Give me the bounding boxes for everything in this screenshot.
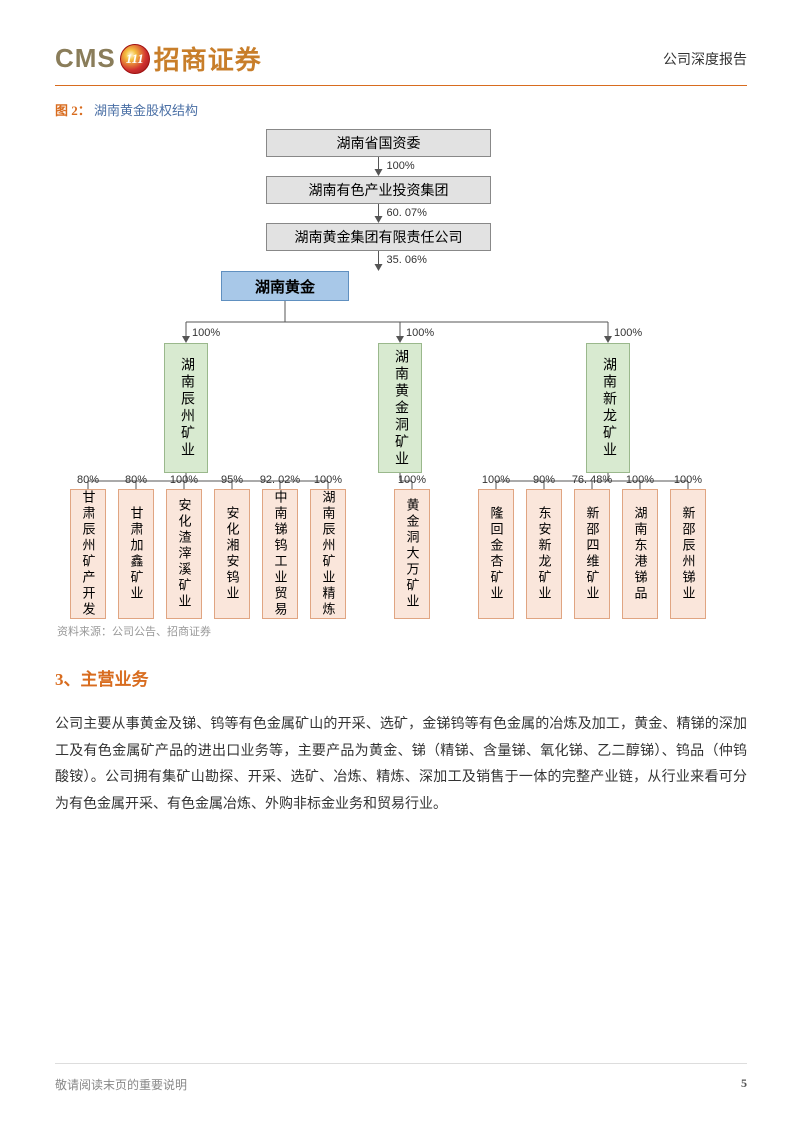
chart-node: 新邵辰州锑业 — [670, 489, 706, 619]
chart-node: 甘肃加鑫矿业 — [118, 489, 154, 619]
chart-pct-label: 100% — [398, 474, 426, 486]
chart-pct-label: 100% — [626, 474, 654, 486]
org-chart: 湖南省国资委 100% 湖南有色产业投资集团 60. 07% 湖南黄金集团有限责任公司 3… — [56, 129, 746, 619]
figure-title: 图 2： 湖南黄金股权结构 — [55, 100, 747, 119]
chart-node: 湖南黄金洞矿业 — [378, 343, 422, 473]
chart-node: 东安新龙矿业 — [526, 489, 562, 619]
chart-pct-label: 80% — [125, 474, 147, 486]
doc-type: 公司深度报告 — [663, 49, 747, 69]
figure-number: 图 2： — [55, 103, 91, 118]
page-header: CMS 111 招商证券 公司深度报告 — [55, 40, 747, 86]
chart-pct-label: 92. 02% — [260, 474, 300, 486]
chart-pct-label: 100% — [387, 160, 415, 172]
chart-pct-label: 80% — [77, 474, 99, 486]
brand-zh: 招商证券 — [154, 40, 262, 77]
footer-note: 敬请阅读末页的重要说明 — [55, 1076, 187, 1093]
chart-node: 湖南辰州矿业精炼 — [310, 489, 346, 619]
chart-pct-label: 76. 48% — [572, 474, 612, 486]
chart-pct-label: 95% — [221, 474, 243, 486]
section-body: 公司主要从事黄金及锑、钨等有色金属矿山的开采、选矿，金锑钨等有色金属的冶炼及加工… — [55, 712, 747, 818]
chart-node: 安化渣滓溪矿业 — [166, 489, 202, 619]
chart-node: 湖南辰州矿业 — [164, 343, 208, 473]
cms-text: CMS — [55, 43, 116, 74]
chart-node: 中南锑钨工业贸易 — [262, 489, 298, 619]
logo-area: CMS 111 招商证券 — [55, 40, 262, 77]
chart-node: 甘肃辰州矿产开发 — [70, 489, 106, 619]
chart-node: 湖南东港锑品 — [622, 489, 658, 619]
chart-node: 安化湘安钨业 — [214, 489, 250, 619]
chart-node: 湖南省国资委 — [266, 129, 491, 157]
page-footer: 敬请阅读末页的重要说明 5 — [55, 1063, 747, 1093]
chart-pct-label: 35. 06% — [387, 254, 427, 266]
chart-pct-label: 100% — [170, 474, 198, 486]
chart-pct-label: 100% — [674, 474, 702, 486]
chart-pct-label: 100% — [406, 327, 434, 339]
chart-pct-label: 60. 07% — [387, 207, 427, 219]
figure-label: 湖南黄金股权结构 — [94, 103, 198, 118]
chart-node: 湖南黄金 — [221, 271, 349, 301]
page-number: 5 — [741, 1076, 747, 1093]
section-title: 3、主营业务 — [55, 665, 747, 690]
chart-pct-label: 100% — [614, 327, 642, 339]
chart-node: 黄金洞大万矿业 — [394, 489, 430, 619]
chart-node: 湖南有色产业投资集团 — [266, 176, 491, 204]
chart-node: 湖南新龙矿业 — [586, 343, 630, 473]
chart-pct-label: 90% — [533, 474, 555, 486]
chart-node: 湖南黄金集团有限责任公司 — [266, 223, 491, 251]
chart-node: 新邵四维矿业 — [574, 489, 610, 619]
chart-pct-label: 100% — [314, 474, 342, 486]
chart-node: 隆回金杏矿业 — [478, 489, 514, 619]
figure-source: 资料来源：公司公告、招商证券 — [57, 623, 747, 639]
chart-pct-label: 100% — [192, 327, 220, 339]
logo-icon: 111 — [120, 44, 150, 74]
chart-pct-label: 100% — [482, 474, 510, 486]
